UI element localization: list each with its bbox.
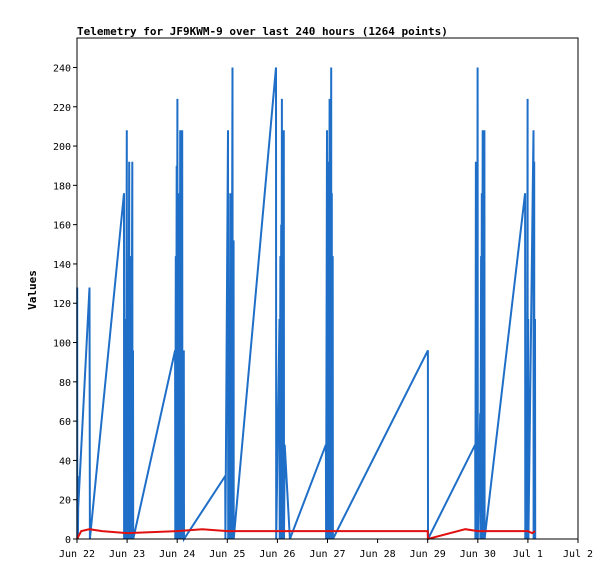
y-axis-label: Values [26,270,39,310]
plot-frame [76,37,579,540]
x-tick-label: Jun 24 [159,549,195,560]
x-tick-label: Jun 29 [410,549,446,560]
x-tick-label: Jun 27 [309,549,345,560]
y-tick-label: 40 [59,456,71,467]
y-tick-label: 180 [53,181,71,192]
y-tick-label: 120 [53,299,71,310]
x-tick-label: Jun 26 [259,549,295,560]
x-axis-ticks: Jun 22 Jun 23 Jun 24 Jun 25 Jun 26 Jun 27 Jun … [59,539,593,560]
y-tick-label: 80 [59,378,71,389]
y-tick-label: 220 [53,103,71,114]
chart-title: Telemetry for JF9KWM-9 over last 240 hou… [77,25,448,38]
y-tick-label: 100 [53,339,71,350]
series-1-line [76,528,536,541]
x-tick-label: Jun 28 [360,549,396,560]
series-layer [76,67,537,543]
series-0-line [76,67,537,543]
y-tick-label: 200 [53,142,71,153]
y-axis-ticks: 0 20 40 60 80 100 120 140 160 180 200 220 240 [53,63,77,546]
x-tick-label: Jun 30 [460,549,496,560]
x-tick-label: Jul 1 [513,549,543,560]
x-tick-label: Jul 2 [563,549,593,560]
y-tick-label: 20 [59,496,71,507]
x-tick-label: Jun 22 [59,549,95,560]
y-tick-label: 240 [53,63,71,74]
y-tick-label: 0 [65,535,71,546]
y-tick-label: 140 [53,260,71,271]
y-tick-label: 160 [53,221,71,232]
x-tick-label: Jun 25 [209,549,245,560]
x-tick-label: Jun 23 [109,549,145,560]
y-tick-label: 60 [59,417,71,428]
